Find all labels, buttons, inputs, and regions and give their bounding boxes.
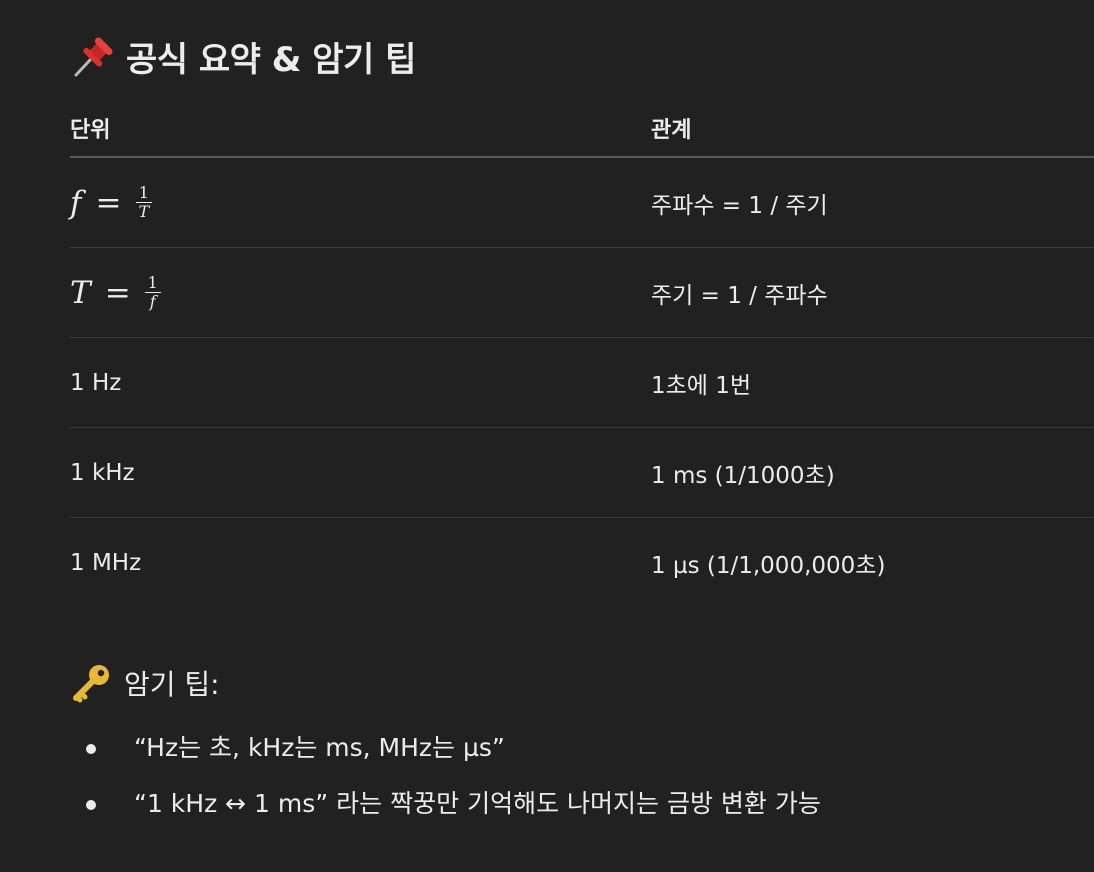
formula-lhs: f — [70, 184, 82, 221]
bullet-icon — [86, 800, 96, 810]
table-row: f = 1 T 주파수 = 1 / 주기 — [70, 157, 1094, 248]
formula-table: 단위 관계 f = 1 T 주파수 = 1 / 주기 — [70, 100, 1094, 607]
column-header-unit: 단위 — [70, 100, 651, 158]
relation-cell: 1 µs (1/1,000,000초) — [651, 552, 886, 579]
list-item: “1 kHz ↔ 1 ms” 라는 짝꿍만 기억해도 나머지는 금방 변환 가능 — [70, 778, 821, 834]
key-icon — [70, 662, 112, 704]
table-row: 1 Hz 1초에 1번 — [70, 337, 1094, 428]
formula-fraction: 1 T — [135, 184, 152, 221]
relation-cell: 주파수 = 1 / 주기 — [651, 157, 1094, 248]
tips-list: “Hz는 초, kHz는 ms, MHz는 µs” “1 kHz ↔ 1 ms”… — [70, 722, 821, 834]
table-header-row: 단위 관계 — [70, 100, 1094, 158]
relation-cell: 1 ms (1/1000초) — [651, 427, 1094, 518]
table-row: 1 kHz 1 ms (1/1000초) — [70, 427, 1094, 518]
formula-cell: T = 1 f — [70, 247, 651, 338]
unit-cell: 1 Hz — [70, 337, 651, 428]
tip-text: “Hz는 초, kHz는 ms, MHz는 µs” — [134, 733, 505, 762]
formula-frequency: f = 1 T — [70, 184, 152, 221]
list-item: “Hz는 초, kHz는 ms, MHz는 µs” — [70, 722, 821, 778]
tip-text: “1 kHz ↔ 1 ms” 라는 짝꿍만 기억해도 나머지는 금방 변환 가능 — [134, 789, 821, 818]
relation-cell: 1초에 1번 — [651, 337, 1094, 428]
unit-cell: 1 MHz — [70, 549, 142, 576]
relation-cell: 주기 = 1 / 주파수 — [651, 247, 1094, 338]
fraction-denominator: T — [138, 202, 150, 221]
fraction-denominator: f — [149, 292, 156, 311]
unit-cell: 1 kHz — [70, 427, 651, 518]
bullet-icon — [86, 744, 96, 754]
fraction-numerator: 1 — [144, 274, 161, 293]
pushpin-icon — [70, 34, 116, 80]
formula-equals: = — [104, 274, 131, 311]
formula-fraction: 1 f — [144, 274, 161, 311]
formula-period: T = 1 f — [70, 274, 161, 311]
section-heading-text: 공식 요약 & 암기 팁 — [126, 40, 416, 80]
tips-heading: 암기 팁: — [70, 662, 220, 704]
section-heading: 공식 요약 & 암기 팁 — [70, 32, 416, 81]
formula-cell: f = 1 T — [70, 157, 651, 248]
table-row: T = 1 f 주기 = 1 / 주파수 — [70, 247, 1094, 338]
formula-equals: = — [95, 184, 122, 221]
fraction-numerator: 1 — [135, 184, 152, 203]
table-row: 1 MHz 1 µs (1/1,000,000초) — [70, 518, 1094, 608]
column-header-relation: 관계 — [651, 100, 1094, 158]
formula-lhs: T — [70, 274, 91, 311]
tips-title: 암기 팁: — [124, 668, 220, 701]
